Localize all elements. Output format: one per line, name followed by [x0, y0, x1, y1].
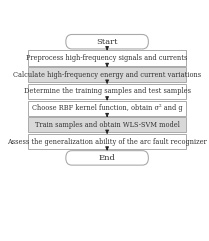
- FancyBboxPatch shape: [66, 151, 148, 165]
- Text: Calculate high-frequency energy and current variations: Calculate high-frequency energy and curr…: [13, 71, 201, 79]
- FancyBboxPatch shape: [66, 34, 148, 49]
- Text: Choose RBF kernel function, obtain σ² and g: Choose RBF kernel function, obtain σ² an…: [32, 104, 182, 112]
- FancyBboxPatch shape: [28, 50, 186, 66]
- Text: Assess the generalization ability of the arc fault recognizer: Assess the generalization ability of the…: [7, 138, 207, 146]
- Text: End: End: [99, 154, 116, 162]
- FancyBboxPatch shape: [28, 100, 186, 116]
- Text: Train samples and obtain WLS-SVM model: Train samples and obtain WLS-SVM model: [35, 121, 180, 129]
- FancyBboxPatch shape: [28, 67, 186, 82]
- FancyBboxPatch shape: [28, 117, 186, 133]
- FancyBboxPatch shape: [28, 84, 186, 99]
- FancyBboxPatch shape: [28, 134, 186, 149]
- Text: Start: Start: [96, 38, 118, 46]
- Text: Determine the training samples and test samples: Determine the training samples and test …: [24, 87, 191, 95]
- Text: Preprocess high-frequency signals and currents: Preprocess high-frequency signals and cu…: [26, 54, 188, 62]
